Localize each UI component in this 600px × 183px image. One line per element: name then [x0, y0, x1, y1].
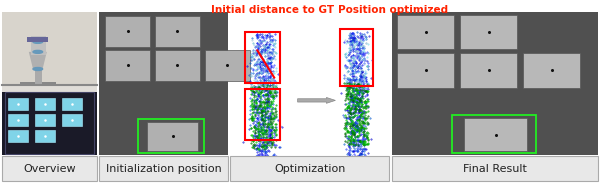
Bar	[464, 118, 527, 151]
Circle shape	[33, 40, 43, 43]
Bar	[2, 92, 97, 155]
Bar	[245, 89, 280, 140]
Bar	[392, 156, 598, 181]
Text: Initialization position: Initialization position	[106, 164, 221, 174]
Bar	[35, 61, 42, 85]
Bar	[392, 12, 598, 155]
Bar	[452, 115, 536, 153]
Bar	[35, 114, 55, 126]
Bar	[99, 156, 228, 181]
Bar	[8, 114, 28, 126]
Bar	[105, 16, 150, 47]
Bar	[147, 122, 198, 151]
Bar	[230, 12, 389, 155]
Text: Overview: Overview	[23, 164, 76, 174]
Bar	[5, 92, 94, 154]
Bar	[523, 53, 580, 88]
Polygon shape	[29, 52, 47, 69]
Bar	[2, 156, 97, 181]
Bar	[62, 98, 82, 110]
Bar	[31, 36, 46, 55]
Bar	[99, 12, 228, 155]
Bar	[205, 50, 250, 81]
Bar	[8, 98, 28, 110]
Bar	[2, 12, 97, 155]
Text: Final Result: Final Result	[463, 164, 527, 174]
Bar	[138, 119, 204, 153]
Bar	[20, 82, 56, 86]
Bar	[155, 50, 200, 81]
Bar	[460, 53, 517, 88]
Bar	[35, 130, 55, 142]
Bar	[460, 15, 517, 49]
Bar	[27, 37, 48, 42]
FancyArrow shape	[298, 98, 335, 103]
Bar	[397, 53, 454, 88]
Bar	[397, 15, 454, 49]
Bar	[105, 50, 150, 81]
Bar	[8, 130, 28, 142]
Bar	[230, 156, 389, 181]
Bar	[2, 12, 97, 86]
Bar	[35, 98, 55, 110]
Bar	[155, 16, 200, 47]
Text: Position optimized: Position optimized	[338, 5, 448, 15]
Bar	[62, 114, 82, 126]
Circle shape	[33, 50, 43, 53]
Text: Optimization: Optimization	[274, 164, 346, 174]
Circle shape	[33, 68, 43, 70]
Bar	[340, 29, 373, 86]
Bar	[245, 32, 280, 83]
Text: Initial distance to GT: Initial distance to GT	[211, 5, 335, 15]
